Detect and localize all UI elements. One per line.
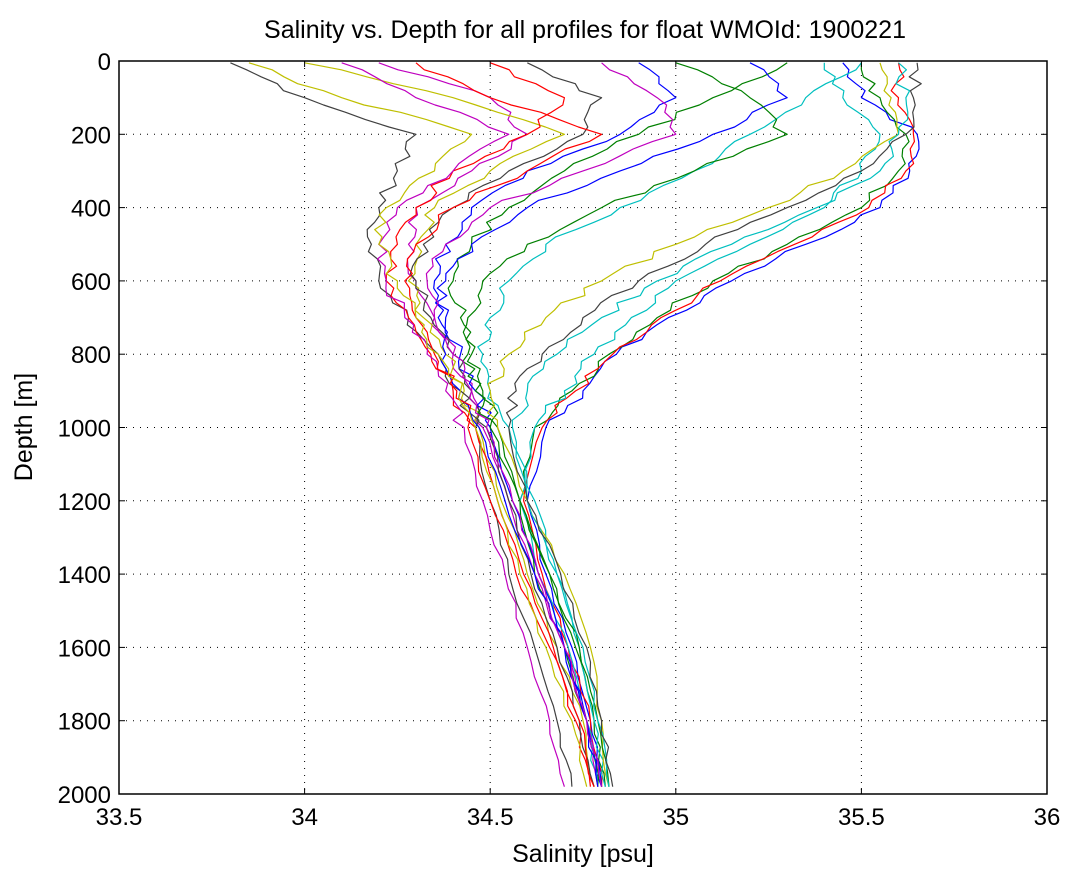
x-tick-label: 34 bbox=[291, 804, 318, 831]
y-tick-label: 800 bbox=[71, 342, 111, 369]
profile-line-20 bbox=[248, 62, 588, 787]
y-tick-label: 400 bbox=[71, 196, 111, 223]
y-axis-ticks: 0 200 400 600 800 1000 1200 1400 1600 1800 2000 bbox=[58, 49, 1047, 809]
profile-line-21 bbox=[506, 62, 922, 787]
profile-line-12 bbox=[341, 62, 565, 787]
y-axis-label: Depth [m] bbox=[10, 373, 38, 481]
chart-title: Salinity vs. Depth for all profiles for … bbox=[264, 16, 906, 44]
x-axis-label: Salinity [psu] bbox=[512, 840, 654, 868]
profile-line-8 bbox=[433, 62, 677, 787]
profile-line-3 bbox=[522, 62, 916, 787]
x-tick-label: 35 bbox=[662, 804, 689, 831]
y-tick-label: 1800 bbox=[58, 709, 111, 736]
y-tick-label: 1400 bbox=[58, 562, 111, 589]
profile-line-16 bbox=[462, 62, 788, 787]
profile-line-13 bbox=[487, 62, 900, 787]
y-tick-label: 2000 bbox=[58, 782, 111, 809]
profile-line-6 bbox=[304, 62, 595, 787]
x-tick-label: 33.5 bbox=[96, 804, 143, 831]
y-tick-label: 1000 bbox=[58, 416, 111, 443]
profile-line-17 bbox=[404, 62, 603, 787]
x-tick-label: 35.5 bbox=[838, 804, 885, 831]
y-tick-label: 1200 bbox=[58, 489, 111, 516]
profile-line-5 bbox=[378, 62, 599, 787]
y-tick-label: 1600 bbox=[58, 635, 111, 662]
x-tick-label: 34.5 bbox=[467, 804, 514, 831]
profile-line-9 bbox=[447, 62, 788, 787]
y-tick-label: 200 bbox=[71, 122, 111, 149]
profile-line-1 bbox=[526, 62, 920, 787]
y-tick-label: 600 bbox=[71, 269, 111, 296]
x-tick-label: 36 bbox=[1034, 804, 1061, 831]
y-tick-label: 0 bbox=[98, 49, 111, 76]
grid-lines bbox=[119, 61, 1047, 794]
profile-line-11 bbox=[477, 62, 862, 787]
profile-line-18 bbox=[511, 62, 911, 787]
profile-line-19 bbox=[425, 62, 677, 787]
profile-lines bbox=[230, 62, 922, 787]
x-axis-ticks: 33.5 34 34.5 35 35.5 36 bbox=[96, 61, 1061, 831]
profile-line-7 bbox=[230, 62, 573, 787]
